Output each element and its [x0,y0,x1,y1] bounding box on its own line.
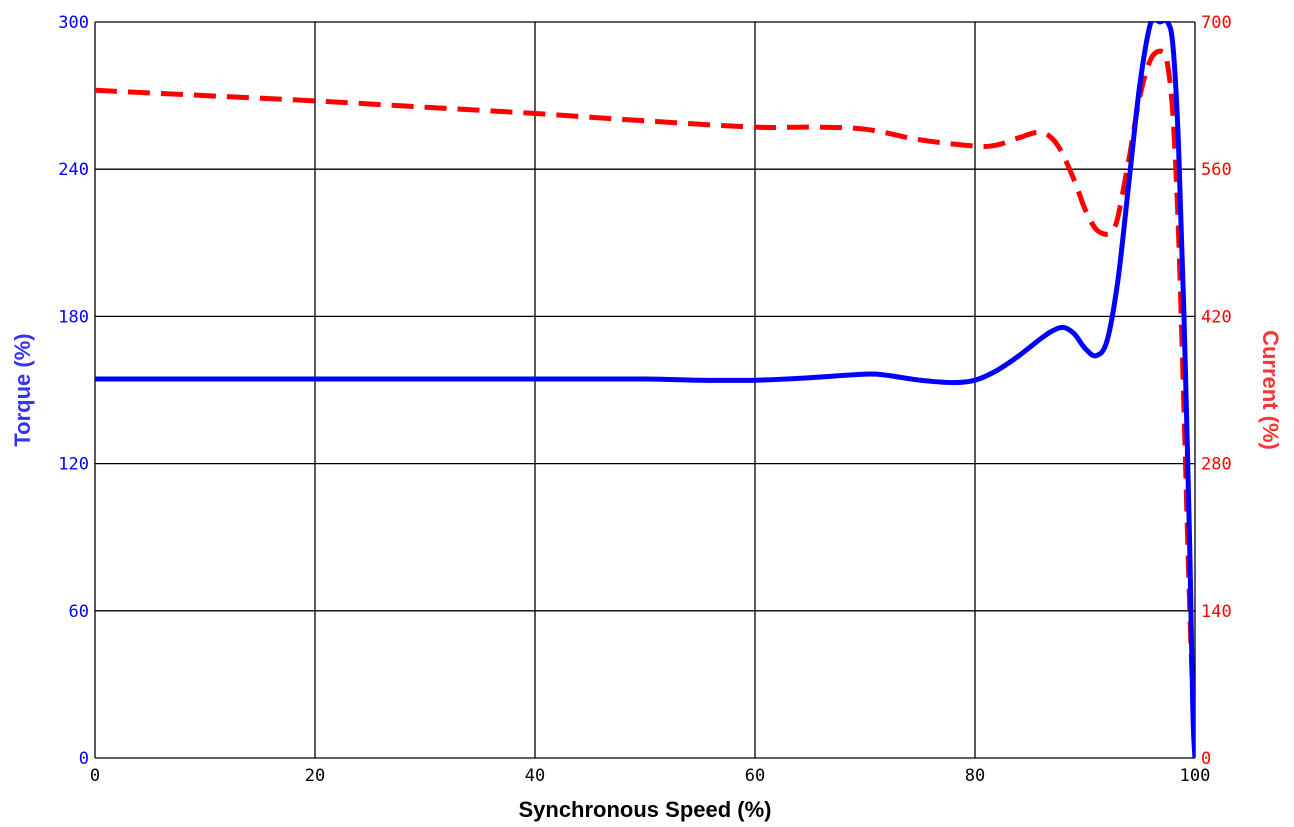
x-tick-label: 0 [90,766,100,786]
y-left-axis-title: Torque (%) [10,333,35,446]
y-right-axis-title: Current (%) [1258,330,1283,450]
y-right-tick-label: 560 [1201,160,1232,180]
y-right-tick-label: 0 [1201,749,1211,769]
x-tick-label: 20 [305,766,325,786]
y-left-tick-label: 0 [79,749,89,769]
y-right-tick-label: 700 [1201,13,1232,33]
plot-area [95,22,1195,758]
current-series-line [95,48,1195,759]
gridlines [94,21,1196,759]
y-right-tick-label: 140 [1201,602,1232,622]
y-left-tick-label: 120 [58,455,89,475]
x-tick-label: 40 [525,766,545,786]
x-axis-title: Synchronous Speed (%) [518,797,771,822]
y-left-tick-label: 300 [58,13,89,33]
series-layer [95,21,1195,759]
y-left-tick-label: 60 [69,602,89,622]
x-tick-label: 80 [965,766,985,786]
y-left-tick-label: 180 [58,307,89,327]
y-right-tick-label: 420 [1201,307,1232,327]
torque-series-line [95,21,1195,759]
tick-labels: 0 20 40 60 80 1000601201802403000140280420560… [58,13,1231,786]
x-tick-label: 100 [1180,766,1211,786]
y-left-tick-label: 240 [58,160,89,180]
y-right-tick-label: 280 [1201,455,1232,475]
x-tick-label: 60 [745,766,765,786]
